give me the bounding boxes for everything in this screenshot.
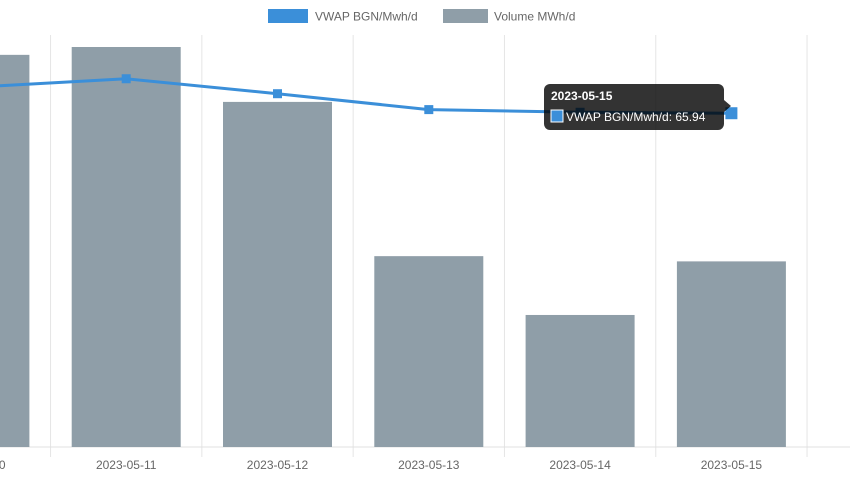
bar-2023-05-13[interactable] (374, 256, 484, 447)
bar-2023-05-10[interactable] (0, 54, 30, 447)
tooltip: 2023-05-15 VWAP BGN/Mwh/d: 65.94 (544, 84, 731, 130)
vwap-point-2023-05-13[interactable] (424, 105, 434, 115)
tooltip-label: VWAP BGN/Mwh/d: 65.94 (566, 110, 706, 124)
x-tick-label: 2023-05-13 (398, 458, 460, 472)
legend-swatch-volume[interactable] (443, 9, 488, 23)
tooltip-swatch (550, 109, 564, 123)
x-tick-label: 2023-05-12 (247, 458, 309, 472)
legend-swatch-vwap[interactable] (268, 9, 308, 23)
vwap-point-2023-05-12[interactable] (273, 89, 282, 99)
bar-2023-05-12[interactable] (223, 101, 332, 447)
bars (0, 47, 786, 447)
bar-2023-05-15[interactable] (676, 261, 786, 447)
legend-label-vwap[interactable]: VWAP BGN/Mwh/d (315, 10, 418, 24)
vwap-point-2023-05-11[interactable] (121, 74, 131, 84)
vwap-point-2023-05-15[interactable] (725, 107, 738, 120)
bar-2023-05-14[interactable] (525, 314, 635, 447)
bar-2023-05-11[interactable] (71, 47, 181, 447)
legend-label-volume[interactable]: Volume MWh/d (494, 10, 575, 24)
x-axis: 2023-05-10 2023-05-11 2023-05-12 2023-05-13… (0, 458, 762, 472)
x-tick-label: 2023-05-11 (96, 458, 157, 472)
tooltip-caret (724, 100, 731, 112)
x-tick-label: 2023-05-10 (0, 458, 6, 472)
x-tick-label: 2023-05-14 (549, 458, 611, 472)
x-tick-label: 2023-05-15 (701, 458, 763, 472)
tooltip-title: 2023-05-15 (551, 89, 613, 103)
tooltip-box (544, 84, 724, 130)
legend[interactable]: VWAP BGN/Mwh/d Volume MWh/d (268, 9, 575, 24)
